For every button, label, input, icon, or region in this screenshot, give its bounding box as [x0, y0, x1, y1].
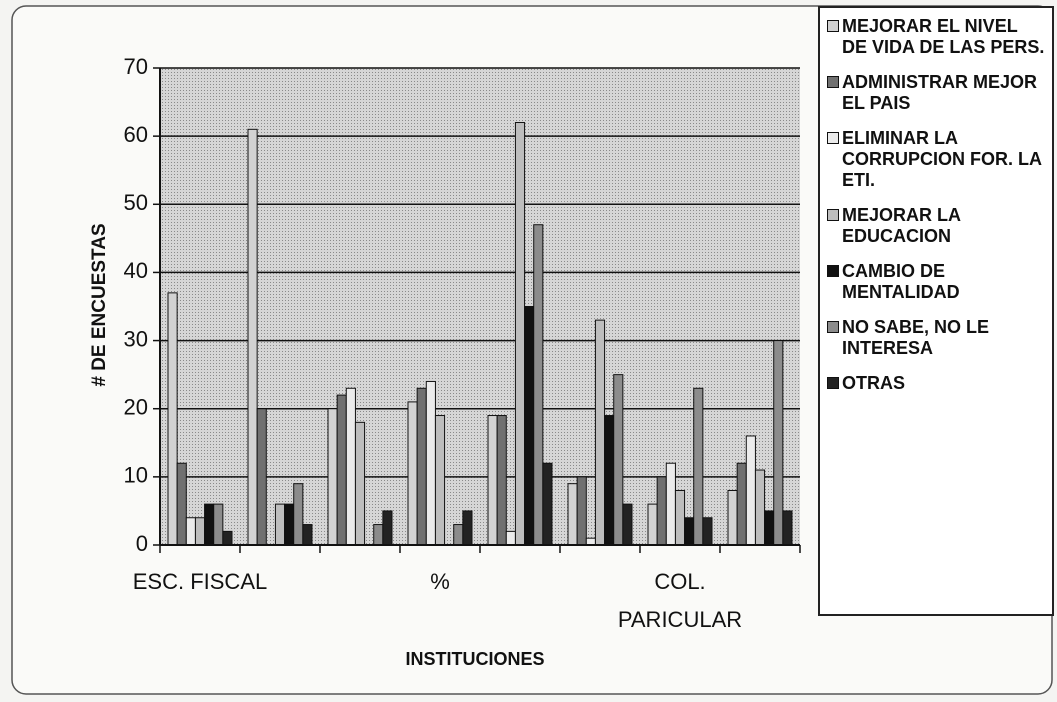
bar	[354, 421, 366, 546]
bar	[736, 462, 747, 546]
bar	[407, 401, 418, 546]
bar	[487, 415, 498, 546]
bar	[567, 483, 578, 546]
legend-label: MEJORAR EL NIVEL DE VIDA DE LAS PERS.	[842, 16, 1045, 57]
bar	[256, 408, 267, 546]
bar	[693, 387, 704, 546]
bar	[176, 462, 187, 546]
legend-swatch	[827, 20, 839, 32]
bar	[327, 408, 338, 546]
bar	[773, 340, 784, 546]
bar	[604, 415, 615, 546]
y-tick-label: 60	[124, 122, 148, 147]
legend-entry: ELIMINAR LA CORRUPCION FOR. LA ETI.	[827, 128, 1046, 191]
bar	[204, 503, 215, 546]
bar	[533, 224, 544, 546]
bar	[613, 374, 624, 546]
legend-entry: ADMINISTRAR MEJOR EL PAIS	[827, 72, 1046, 114]
bar	[622, 503, 633, 546]
y-tick-label: 0	[136, 531, 148, 556]
bar	[293, 483, 304, 546]
bar	[382, 510, 393, 546]
bar	[434, 415, 446, 546]
bar	[702, 517, 713, 546]
legend-swatch	[827, 132, 839, 144]
bar	[345, 387, 356, 546]
legend-entry: CAMBIO DE MENTALIDAD	[827, 261, 1046, 303]
legend-label: ELIMINAR LA CORRUPCION FOR. LA ETI.	[842, 128, 1042, 190]
legend-label: OTRAS	[842, 373, 905, 393]
bar	[684, 517, 695, 546]
y-tick-label: 70	[124, 54, 148, 79]
bar	[754, 469, 766, 546]
bar	[247, 128, 258, 546]
x-tick-label: ESC. FISCAL	[132, 569, 268, 594]
bar	[274, 503, 286, 546]
legend-swatch	[827, 377, 839, 389]
x-tick-label: COL. PARICULAR	[617, 569, 743, 632]
bar	[665, 462, 676, 546]
bar	[524, 306, 535, 546]
bar	[222, 530, 233, 546]
y-axis-label: # DE ENCUESTAS	[89, 223, 110, 386]
bar	[373, 524, 384, 546]
bar	[585, 537, 596, 546]
legend-swatch	[827, 321, 839, 333]
legend-entry: OTRAS	[827, 373, 1046, 394]
bar	[194, 517, 206, 546]
bar	[505, 530, 516, 546]
legend-swatch	[827, 209, 839, 221]
legend-label: ADMINISTRAR MEJOR EL PAIS	[842, 72, 1038, 113]
legend-entry: MEJORAR LA EDUCACION	[827, 205, 1046, 247]
legend-entry: MEJORAR EL NIVEL DE VIDA DE LAS PERS.	[827, 16, 1046, 58]
bar	[213, 503, 224, 546]
legend-label: NO SABE, NO LE INTERESA	[842, 317, 990, 358]
bar	[462, 510, 473, 546]
y-tick-label: 50	[124, 190, 148, 215]
bar	[496, 415, 507, 546]
bar	[727, 489, 738, 546]
legend-label: MEJORAR LA EDUCACION	[842, 205, 961, 246]
legend-label: CAMBIO DE MENTALIDAD	[842, 261, 960, 302]
bar	[782, 510, 793, 546]
bar	[514, 122, 526, 546]
legend: MEJORAR EL NIVEL DE VIDA DE LAS PERS. ADM…	[818, 6, 1054, 616]
bar	[425, 380, 436, 546]
bar	[336, 394, 347, 546]
bar	[656, 476, 667, 546]
legend-swatch	[827, 76, 839, 88]
bar	[764, 510, 775, 546]
legend-swatch	[827, 265, 839, 277]
bar	[576, 476, 587, 546]
bar	[167, 292, 178, 546]
y-tick-label: 20	[124, 395, 148, 420]
bar	[674, 489, 686, 546]
legend-entry: NO SABE, NO LE INTERESA	[827, 317, 1046, 359]
y-tick-label: 30	[124, 326, 148, 351]
x-tick-label: %	[430, 569, 450, 594]
y-tick-label: 40	[124, 258, 148, 283]
bar	[416, 387, 427, 546]
bar	[302, 524, 313, 546]
x-axis-label: INSTITUCIONES	[405, 649, 544, 669]
bar	[185, 517, 196, 546]
bar	[647, 503, 658, 546]
bar	[745, 435, 756, 546]
y-tick-label: 10	[124, 463, 148, 488]
bar	[284, 503, 295, 546]
bar	[542, 462, 553, 546]
bar	[594, 319, 606, 546]
bar	[453, 524, 464, 546]
